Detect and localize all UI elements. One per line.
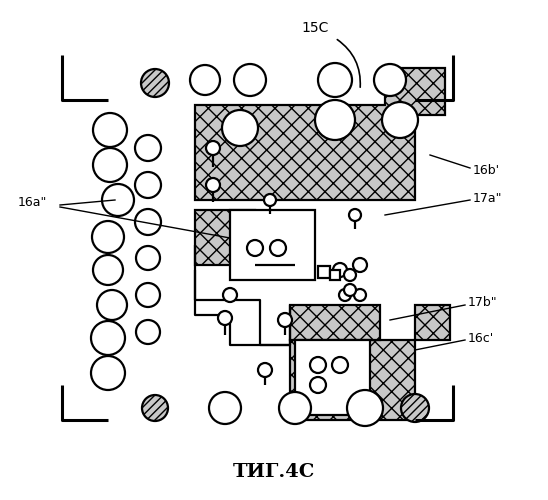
Circle shape <box>347 390 383 426</box>
Text: 17а": 17а" <box>473 192 503 204</box>
Circle shape <box>344 284 356 296</box>
Circle shape <box>206 141 220 155</box>
Circle shape <box>247 240 263 256</box>
Circle shape <box>218 311 232 325</box>
Text: 16а": 16а" <box>18 196 47 209</box>
Bar <box>318 266 330 278</box>
Circle shape <box>234 64 266 96</box>
Circle shape <box>222 110 258 146</box>
Text: 16b': 16b' <box>473 164 500 176</box>
Circle shape <box>258 363 272 377</box>
Circle shape <box>310 357 326 373</box>
Circle shape <box>136 246 160 270</box>
Circle shape <box>135 172 161 198</box>
Circle shape <box>190 65 220 95</box>
Circle shape <box>97 290 127 320</box>
Circle shape <box>93 113 127 147</box>
Circle shape <box>102 184 134 216</box>
Bar <box>230 210 315 280</box>
Circle shape <box>374 64 406 96</box>
Text: 16с': 16с' <box>468 332 494 344</box>
Circle shape <box>310 377 326 393</box>
Circle shape <box>344 269 356 281</box>
Circle shape <box>332 357 348 373</box>
Circle shape <box>93 148 127 182</box>
Circle shape <box>264 194 276 206</box>
Circle shape <box>339 289 351 301</box>
Circle shape <box>92 221 124 253</box>
Circle shape <box>270 240 286 256</box>
Circle shape <box>382 102 418 138</box>
Circle shape <box>333 263 347 277</box>
Circle shape <box>315 100 355 140</box>
Polygon shape <box>290 305 380 340</box>
Text: 15С: 15С <box>301 21 329 35</box>
Circle shape <box>136 320 160 344</box>
Circle shape <box>209 392 241 424</box>
Circle shape <box>91 321 125 355</box>
Circle shape <box>354 289 366 301</box>
Text: ΤИГ.4C: ΤИГ.4C <box>233 463 315 481</box>
Circle shape <box>401 394 429 422</box>
Circle shape <box>353 258 367 272</box>
Circle shape <box>223 288 237 302</box>
Circle shape <box>318 63 352 97</box>
Circle shape <box>91 356 125 390</box>
Circle shape <box>278 313 292 327</box>
Circle shape <box>135 135 161 161</box>
Circle shape <box>135 209 161 235</box>
Circle shape <box>206 178 220 192</box>
Bar <box>330 270 340 280</box>
Polygon shape <box>195 68 445 200</box>
Polygon shape <box>290 305 450 420</box>
Circle shape <box>349 209 361 221</box>
Circle shape <box>279 392 311 424</box>
Bar <box>195 210 255 265</box>
Bar <box>295 340 370 415</box>
Circle shape <box>136 283 160 307</box>
Circle shape <box>141 69 169 97</box>
Circle shape <box>93 255 123 285</box>
Circle shape <box>142 395 168 421</box>
Text: 17b": 17b" <box>468 296 498 310</box>
